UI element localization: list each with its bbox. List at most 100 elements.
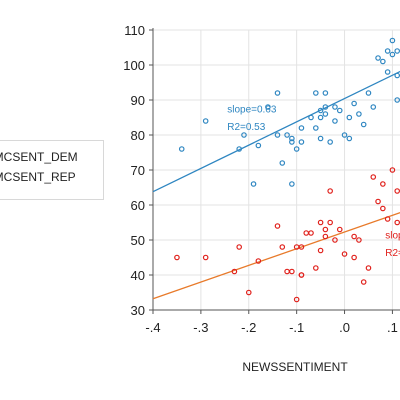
x-tick-label: -.1	[289, 320, 304, 335]
data-point-umcsent_dem	[317, 107, 324, 114]
data-point-umcsent_dem	[341, 132, 348, 138]
x-tick-label: -.3	[193, 320, 208, 335]
y-tick-label: 30	[131, 303, 145, 318]
data-point-umcsent_rep	[394, 188, 400, 194]
data-point-umcsent_dem	[308, 114, 314, 121]
data-point-umcsent_dem	[365, 90, 372, 96]
data-point-umcsent_rep	[341, 251, 348, 257]
y-tick-label: 50	[131, 233, 145, 248]
data-point-umcsent_rep	[202, 254, 209, 261]
data-point-umcsent_dem	[322, 90, 329, 96]
legend-label-rep: UMCSENT_REP	[0, 170, 76, 184]
slope-annotation: slope=0.63	[227, 104, 277, 115]
data-point-umcsent_rep	[279, 244, 286, 250]
data-point-umcsent_dem	[322, 111, 329, 117]
data-point-umcsent_dem	[298, 125, 305, 131]
y-tick-label: 60	[131, 198, 145, 213]
data-point-umcsent_dem	[322, 104, 329, 110]
data-point-umcsent_rep	[322, 226, 329, 233]
data-point-umcsent_rep	[327, 188, 333, 194]
data-point-umcsent_rep	[274, 223, 281, 229]
data-point-umcsent_rep	[231, 268, 238, 275]
data-point-umcsent_dem	[394, 48, 400, 54]
y-tick-label: 80	[131, 128, 145, 143]
data-point-umcsent_dem	[265, 104, 271, 110]
data-point-umcsent_dem	[202, 118, 209, 124]
data-point-umcsent_dem	[375, 55, 381, 61]
data-point-umcsent_dem	[346, 135, 353, 142]
data-point-umcsent_dem	[384, 48, 391, 54]
data-point-umcsent_rep	[289, 268, 295, 275]
data-point-umcsent_dem	[241, 132, 247, 138]
x-tick-label: -.2	[241, 320, 256, 335]
data-point-umcsent_rep	[245, 289, 252, 296]
y-tick-label: 70	[131, 163, 145, 178]
data-point-umcsent_rep	[236, 244, 242, 250]
data-point-umcsent_rep	[356, 237, 362, 243]
data-point-umcsent_dem	[313, 90, 319, 96]
data-point-umcsent_dem	[236, 146, 242, 152]
data-point-umcsent_rep	[360, 279, 367, 285]
fit-line-umcsent_rep	[152, 212, 400, 300]
data-point-umcsent_rep	[308, 230, 314, 236]
data-point-umcsent_rep	[298, 272, 305, 278]
fit-lines	[152, 70, 400, 300]
data-point-umcsent_dem	[327, 139, 333, 145]
slope-annotation: slope	[385, 230, 400, 241]
data-point-umcsent_rep	[351, 233, 357, 240]
data-point-umcsent_dem	[289, 181, 295, 187]
x-tick-label: .0	[339, 320, 350, 335]
data-point-umcsent_rep	[336, 226, 343, 233]
data-point-umcsent_dem	[313, 125, 319, 131]
legend-label-dem: UMCSENT_DEM	[0, 150, 78, 164]
data-point-umcsent_rep	[370, 174, 377, 180]
data-point-umcsent_rep	[384, 216, 391, 222]
x-tick-label: -.4	[145, 320, 160, 335]
grid	[152, 29, 400, 311]
legend-item-dem: UMCSENT_DEM	[0, 148, 78, 164]
data-point-umcsent_dem	[298, 139, 305, 145]
data-point-umcsent_rep	[389, 167, 396, 173]
data-point-umcsent_dem	[360, 121, 367, 128]
data-point-umcsent_dem	[389, 37, 396, 44]
y-tick-label: 90	[131, 93, 145, 108]
data-point-umcsent_rep	[317, 247, 324, 254]
r2-annotation: R2=0.	[385, 248, 400, 259]
data-point-umcsent_dem	[332, 104, 338, 110]
data-point-umcsent_dem	[274, 90, 281, 96]
data-point-umcsent_rep	[255, 258, 262, 264]
data-point-umcsent_rep	[313, 265, 319, 271]
data-point-umcsent_dem	[289, 139, 295, 145]
data-point-umcsent_rep	[327, 219, 333, 226]
data-point-umcsent_rep	[298, 244, 305, 250]
fit-line-umcsent_dem	[152, 70, 400, 193]
r2-annotation: R2=0.53	[227, 122, 266, 133]
data-point-umcsent_rep	[317, 219, 324, 226]
data-point-umcsent_rep	[322, 233, 329, 240]
data-point-umcsent_dem	[336, 107, 343, 114]
data-point-umcsent_dem	[332, 118, 338, 124]
data-point-umcsent_dem	[394, 97, 400, 103]
y-tick-label: 40	[131, 268, 145, 283]
data-point-umcsent_rep	[375, 198, 381, 205]
data-point-umcsent_rep	[380, 181, 386, 187]
data-point-umcsent_rep	[365, 265, 372, 271]
y-tick-label: 100	[123, 58, 145, 73]
data-point-umcsent_rep	[351, 254, 357, 261]
data-point-umcsent_dem	[284, 132, 290, 138]
data-point-umcsent_dem	[289, 135, 295, 142]
data-point-umcsent_dem	[380, 58, 386, 65]
x-tick-label: .1	[387, 320, 398, 335]
data-point-umcsent_rep	[332, 237, 338, 243]
data-point-umcsent_rep	[174, 254, 180, 261]
data-point-umcsent_dem	[370, 104, 377, 110]
data-point-umcsent_dem	[317, 114, 324, 121]
legend-item-rep: UMCSENT_REP	[0, 168, 76, 184]
data-point-umcsent_dem	[356, 111, 362, 117]
annotations: slope=0.63 R2=0.53 slope R2=0.	[227, 104, 400, 259]
data-point-umcsent_dem	[389, 51, 396, 58]
data-point-umcsent_dem	[394, 72, 400, 79]
